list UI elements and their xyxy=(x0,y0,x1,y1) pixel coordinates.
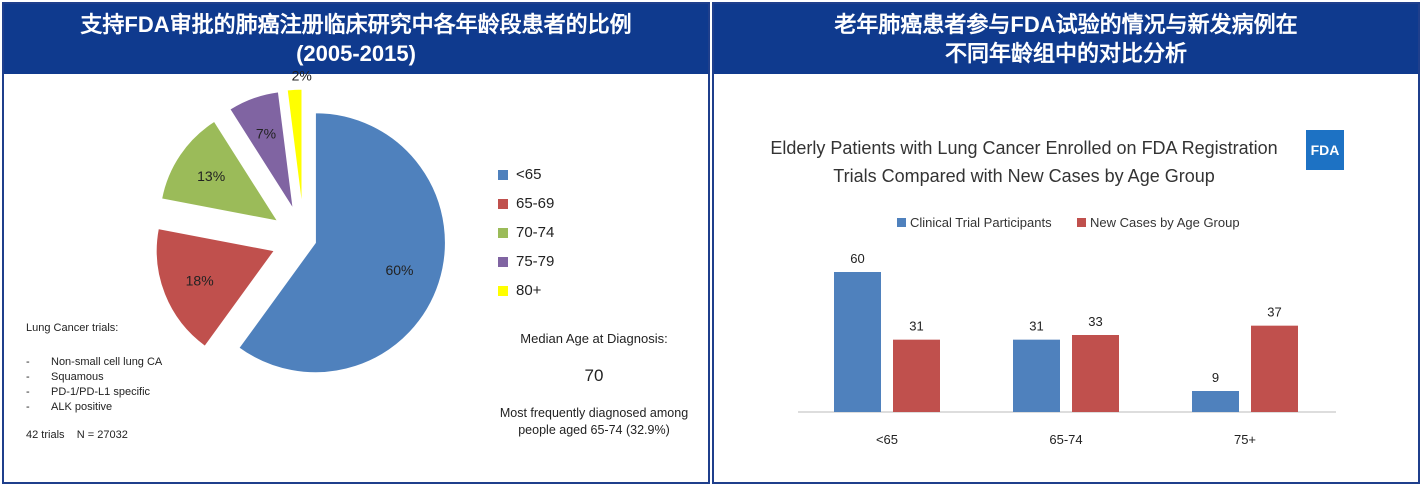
fda-logo: FDA xyxy=(1306,130,1344,170)
legend-swatch xyxy=(498,198,508,209)
bar-0-2 xyxy=(1192,391,1239,412)
notes-item: - Squamous xyxy=(26,371,104,383)
right-panel: 老年肺癌患者参与FDA试验的情况与新发病例在 不同年龄组中的对比分析 Elder… xyxy=(712,2,1420,484)
left-panel: 支持FDA审批的肺癌注册临床研究中各年龄段患者的比例 (2005-2015) 6… xyxy=(2,2,710,484)
bar-title-2: Trials Compared with New Cases by Age Gr… xyxy=(833,166,1215,186)
x-tick-label: 65-74 xyxy=(1049,432,1082,447)
fda-logo-text: FDA xyxy=(1310,142,1340,158)
bar-legend-label: Clinical Trial Participants xyxy=(910,215,1052,230)
legend-label: 75-79 xyxy=(516,253,555,270)
bar-value-label: 37 xyxy=(1267,305,1281,320)
legend-label: 65-69 xyxy=(516,195,555,212)
pie-slice-4 xyxy=(286,88,303,208)
right-title-text: 老年肺癌患者参与FDA试验的情况与新发病例在 不同年龄组中的对比分析 xyxy=(834,12,1298,66)
legend-label: 80+ xyxy=(516,282,542,299)
pie-legend-item: 70-74 xyxy=(498,224,554,241)
pie-label: 60% xyxy=(385,262,413,278)
bar-1-1 xyxy=(1072,335,1119,412)
pie-legend-item: 65-69 xyxy=(498,195,554,212)
bar-value-label: 60 xyxy=(850,251,864,266)
legend-swatch xyxy=(498,227,508,238)
legend-label: 70-74 xyxy=(516,224,555,241)
notes-footer: 42 trials N = 27032 xyxy=(26,429,128,441)
bar-0-1 xyxy=(1013,339,1060,412)
pie-label: 2% xyxy=(292,67,312,83)
legend-swatch xyxy=(498,169,508,180)
bar-value-label: 31 xyxy=(909,319,923,334)
median-label: Median Age at Diagnosis: xyxy=(520,331,668,346)
bar-1-0 xyxy=(893,339,940,412)
pie-slice-2 xyxy=(161,120,279,222)
bar-0-0 xyxy=(834,272,881,412)
notes-heading: Lung Cancer trials: xyxy=(26,322,119,334)
x-tick-label: 75+ xyxy=(1234,432,1256,447)
bar-legend-label: New Cases by Age Group xyxy=(1090,215,1240,230)
pie-legend-item: 75-79 xyxy=(498,253,554,270)
pie-label: 18% xyxy=(186,272,214,288)
notes-item: - PD-1/PD-L1 specific xyxy=(26,386,151,398)
left-title-text: 支持FDA审批的肺癌注册临床研究中各年龄段患者的比例 (2005-2015) xyxy=(80,12,632,66)
pie-legend-item: 80+ xyxy=(498,282,541,299)
notes-item: - ALK positive xyxy=(26,401,113,413)
pie-label: 7% xyxy=(256,125,276,141)
notes-item: - Non-small cell lung CA xyxy=(26,356,163,368)
pie-legend-item: <65 xyxy=(498,166,541,183)
legend-swatch xyxy=(1077,218,1086,227)
legend-swatch xyxy=(498,285,508,296)
bar-title-1: Elderly Patients with Lung Cancer Enroll… xyxy=(770,138,1278,158)
pie-slice-0 xyxy=(238,112,446,374)
bar-value-label: 31 xyxy=(1029,319,1043,334)
legend-swatch xyxy=(897,218,906,227)
x-tick-label: <65 xyxy=(876,432,898,447)
bar-chart: Clinical Trial Participants 60 31 9 New Case… xyxy=(798,215,1336,447)
left-title: 支持FDA审批的肺癌注册临床研究中各年龄段患者的比例 (2005-2015) xyxy=(4,4,708,74)
bar-1-2 xyxy=(1251,325,1298,412)
pie-label: 13% xyxy=(197,168,225,184)
median-desc-1: Most frequently diagnosed among xyxy=(499,406,689,420)
median-desc-2: people aged 65-74 (32.9%) xyxy=(518,423,670,437)
legend-swatch xyxy=(498,256,508,267)
median-value: 70 xyxy=(584,366,604,385)
pie-slice-1 xyxy=(155,228,276,347)
bar-value-label: 33 xyxy=(1088,314,1102,329)
right-title: 老年肺癌患者参与FDA试验的情况与新发病例在 不同年龄组中的对比分析 xyxy=(714,4,1418,74)
legend-label: <65 xyxy=(516,166,542,183)
pie-chart: 60% 18% 13% 7% 2% xyxy=(155,67,446,374)
bar-value-label: 9 xyxy=(1212,370,1219,385)
pie-slice-3 xyxy=(229,91,294,210)
